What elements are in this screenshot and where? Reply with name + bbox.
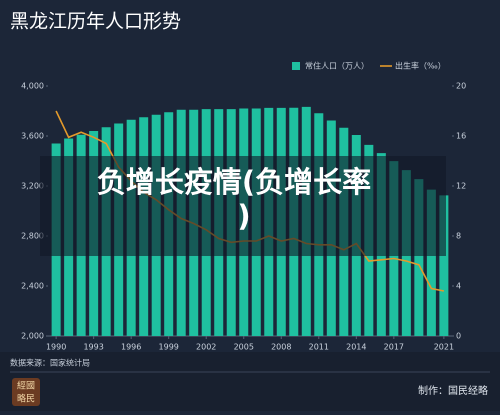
x-tick-label: 2017 — [384, 343, 404, 352]
y2-tick-label: 12 — [456, 182, 466, 191]
y2-tick-label: 8 — [456, 232, 461, 241]
x-tick-label: 2002 — [196, 343, 216, 352]
legend-label: 常住人口（万人） — [305, 61, 369, 71]
y-tick-label: 2,400 — [21, 282, 44, 291]
overlay-text: 负增长疫情(负增长率 — [97, 165, 371, 199]
logo-text: 經國 — [17, 380, 35, 392]
x-tick-label: 1999 — [159, 343, 179, 352]
legend-swatch — [292, 62, 300, 70]
x-tick-label: 1996 — [121, 343, 141, 352]
bar — [439, 195, 449, 336]
chart-title: 黑龙江历年人口形势 — [10, 11, 181, 33]
bar — [414, 179, 424, 336]
x-tick-label: 1990 — [46, 343, 66, 352]
y2-tick-label: 20 — [456, 82, 466, 91]
y-tick-label: 2,800 — [21, 232, 44, 241]
x-tick-label: 2021 — [434, 343, 454, 352]
y-tick-label: 3,600 — [21, 132, 44, 141]
credit: 制作：国民经略 — [418, 384, 488, 397]
bar — [426, 189, 436, 336]
y2-tick-label: 4 — [456, 282, 461, 291]
x-tick-label: 2011 — [309, 343, 329, 352]
legend-label: 出生率（‰） — [395, 61, 446, 71]
y-tick-label: 2,000 — [21, 332, 44, 341]
footer-band — [0, 352, 500, 411]
source: 数据来源：国家统计局 — [10, 358, 90, 368]
y-tick-label: 4,000 — [21, 82, 44, 91]
logo-text: 略民 — [17, 393, 35, 405]
overlay-band — [40, 156, 446, 256]
x-tick-label: 2014 — [346, 343, 366, 352]
overlay-text: ) — [237, 199, 250, 233]
y2-tick-label: 16 — [456, 132, 466, 141]
logo — [12, 378, 40, 406]
y2-tick-label: 0 — [456, 332, 461, 341]
y-tick-label: 3,200 — [21, 182, 44, 191]
x-tick-label: 2005 — [234, 343, 254, 352]
x-tick-label: 1993 — [83, 343, 103, 352]
x-tick-label: 2008 — [271, 343, 291, 352]
